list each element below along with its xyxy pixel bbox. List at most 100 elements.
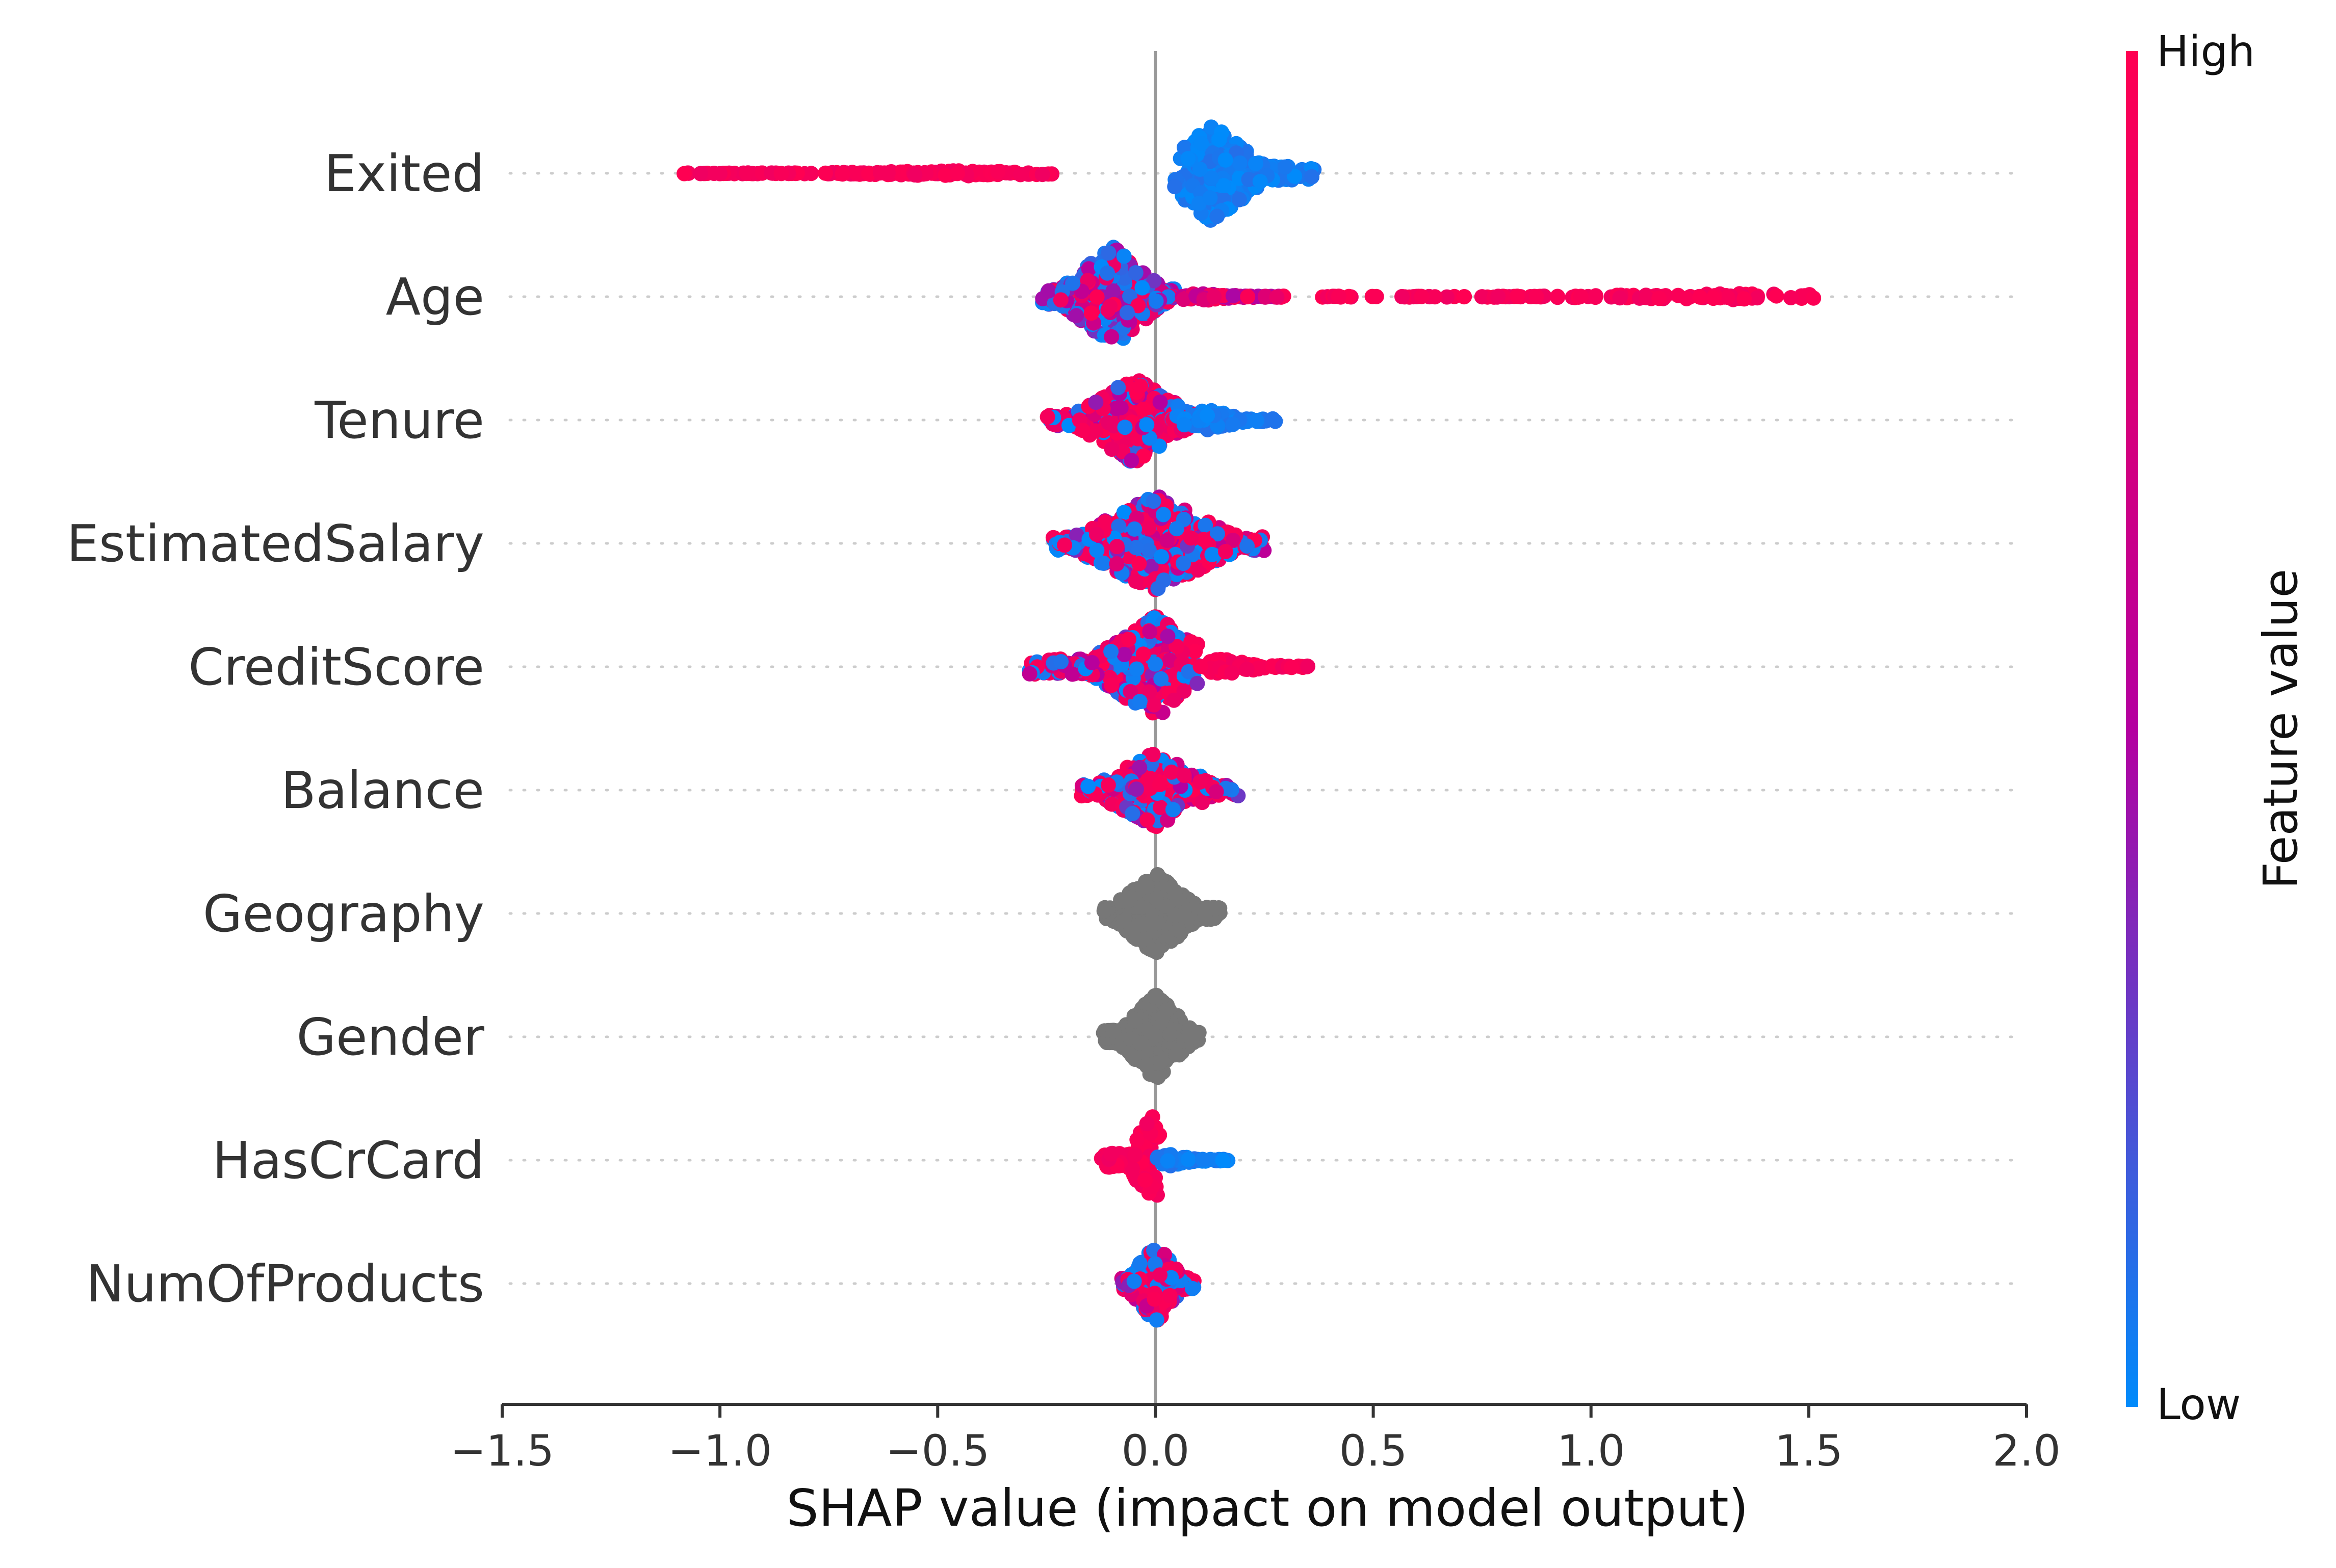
feature-label-estimatedsalary: EstimatedSalary xyxy=(67,514,484,573)
shap-point xyxy=(1100,265,1115,281)
shap-point xyxy=(1806,290,1822,306)
shap-point xyxy=(1181,664,1197,680)
shap-point xyxy=(1128,573,1144,589)
shap-point xyxy=(1304,169,1320,185)
shap-point xyxy=(1195,1152,1210,1167)
shap-point xyxy=(1248,155,1263,171)
shap-point xyxy=(1053,292,1069,308)
shap-point xyxy=(1162,1288,1178,1303)
shap-point xyxy=(1211,132,1227,147)
shap-point xyxy=(835,166,850,182)
shap-point xyxy=(1104,329,1120,345)
shap-point xyxy=(1146,493,1161,509)
shap-point xyxy=(1456,289,1472,305)
shap-point xyxy=(1069,308,1084,324)
data-points xyxy=(677,119,1822,1328)
shap-point xyxy=(1679,291,1695,306)
shap-point xyxy=(1141,1024,1157,1040)
shap-point xyxy=(1257,289,1273,304)
shap-point xyxy=(1088,527,1104,542)
shap-point xyxy=(1162,652,1178,668)
shap-point xyxy=(1080,778,1096,794)
shap-point xyxy=(1208,784,1224,799)
shap-point xyxy=(1128,265,1144,280)
shap-point xyxy=(1152,1267,1168,1283)
shap-point xyxy=(1114,893,1130,909)
shap-point xyxy=(1106,1023,1122,1039)
shap-point xyxy=(1216,178,1231,194)
shap-point xyxy=(1180,151,1196,167)
shap-point xyxy=(1153,671,1169,687)
shap-point xyxy=(1189,675,1205,691)
shap-point xyxy=(1148,656,1163,672)
shap-point xyxy=(1300,659,1316,674)
colorbar-title: Feature value xyxy=(2253,569,2308,889)
shap-point xyxy=(873,165,888,181)
shap-point xyxy=(1103,644,1119,660)
shap-point xyxy=(773,166,789,181)
shap-point xyxy=(1125,1161,1140,1177)
shap-point xyxy=(1089,542,1105,558)
shap-point xyxy=(1104,441,1120,457)
shap-point xyxy=(1149,1055,1164,1071)
shap-point xyxy=(1129,661,1145,677)
x-tick-label: −1.5 xyxy=(450,1426,554,1476)
shap-point xyxy=(1135,646,1151,662)
shap-point xyxy=(1152,394,1168,410)
shap-point xyxy=(1150,1069,1166,1085)
shap-point xyxy=(1167,883,1183,899)
shap-point xyxy=(1105,283,1121,299)
shap-point xyxy=(1137,1172,1153,1188)
shap-point xyxy=(1225,288,1241,304)
shap-point xyxy=(1474,289,1490,305)
shap-point xyxy=(1239,538,1255,554)
shap-point xyxy=(1528,289,1544,304)
shap-point xyxy=(1150,915,1166,931)
gridlines xyxy=(508,172,2020,1285)
shap-point xyxy=(1209,208,1225,224)
shap-point xyxy=(1126,1273,1142,1289)
shap-point xyxy=(1159,1002,1175,1018)
shap-point xyxy=(1163,764,1179,780)
shap-point xyxy=(1183,530,1199,546)
shap-point xyxy=(1639,290,1654,305)
shap-point xyxy=(1117,647,1132,662)
shap-point xyxy=(1159,533,1175,548)
shap-point xyxy=(1427,289,1443,305)
feature-labels: Exited Age Tenure EstimatedSalary CreditScor… xyxy=(67,144,485,1314)
shap-point xyxy=(1065,275,1081,291)
shap-point xyxy=(1096,903,1112,919)
shap-point xyxy=(1217,544,1233,559)
shap-point xyxy=(1123,684,1138,699)
x-tick-label: 1.5 xyxy=(1775,1426,1843,1476)
colorbar-gradient xyxy=(2126,51,2138,1407)
shap-point xyxy=(1169,521,1184,537)
shap-point xyxy=(1150,867,1165,882)
shap-point xyxy=(1124,1048,1140,1064)
shap-point xyxy=(1176,292,1191,307)
shap-point xyxy=(907,167,923,183)
shap-point xyxy=(1184,1028,1200,1044)
shap-point xyxy=(1225,533,1241,548)
shap-point xyxy=(1736,291,1752,307)
x-ticks: −1.5 −1.0 −0.5 0.0 0.5 1.0 1.5 2.0 xyxy=(450,1404,2061,1476)
feature-label-hascrcard: HasCrCard xyxy=(213,1131,484,1190)
shap-point xyxy=(1284,660,1300,675)
shap-point xyxy=(1185,1280,1200,1296)
shap-point xyxy=(1087,423,1103,439)
shap-point xyxy=(1168,1047,1184,1062)
shap-point xyxy=(1022,666,1037,682)
shap-point xyxy=(1116,505,1132,520)
shap-point xyxy=(1041,283,1056,299)
shap-point xyxy=(1160,1153,1176,1169)
shap-point xyxy=(1127,1147,1143,1163)
shap-point xyxy=(1139,417,1155,433)
shap-point xyxy=(1192,659,1208,674)
shap-point xyxy=(1195,795,1210,811)
shap-point xyxy=(1109,539,1125,555)
shap-point xyxy=(1110,380,1126,396)
shap-point xyxy=(1034,167,1050,182)
shap-point xyxy=(1148,891,1164,906)
shap-point xyxy=(1269,289,1285,305)
